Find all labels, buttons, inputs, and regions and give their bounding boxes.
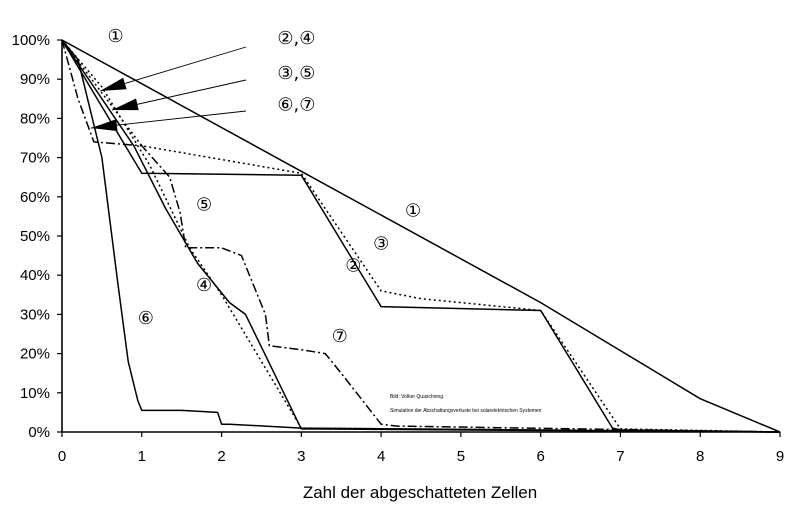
arrow-head-icon [112, 98, 139, 111]
x-tick-label: 9 [776, 448, 784, 465]
curve-label: ⑥,⑦ [277, 95, 315, 116]
credit-line-1: Bild: Volker Quaschning. [390, 394, 444, 400]
x-tick-label: 0 [58, 448, 66, 465]
x-tick-label: 6 [536, 448, 544, 465]
arrow-head-icon [100, 77, 127, 91]
y-tick-label: 90% [20, 71, 50, 88]
label-arrows [90, 46, 247, 132]
curve-label: ⑤ [196, 195, 212, 216]
series-line-4 [61, 39, 781, 433]
y-tick-label: 30% [20, 306, 50, 323]
series-lines [61, 39, 781, 433]
curve-label: ③,⑤ [277, 63, 315, 84]
curve-label: ① [405, 200, 421, 221]
x-tick-label: 2 [217, 448, 225, 465]
x-tick-label: 3 [297, 448, 305, 465]
y-tick-label: 70% [20, 150, 50, 167]
curve-label: ④ [196, 275, 212, 296]
x-axis-label: Zahl der abgeschatteten Zellen [303, 483, 537, 502]
y-tick-label: 10% [20, 385, 50, 402]
series-line-1 [61, 39, 781, 433]
credit-line-2: Simulation der Abschattungsverluste bei … [390, 408, 542, 414]
x-tick-label: 4 [377, 448, 385, 465]
x-tick-label: 8 [696, 448, 704, 465]
y-tick-label: 80% [20, 110, 50, 127]
tick-labels: 0% 10% 20% 30% 40% 50% 60% 70% 80% 90% 100% 0 1 2 3 4 5 6… [12, 32, 785, 465]
series-line-7 [61, 39, 781, 433]
curve-label: ① [107, 26, 123, 47]
curve-label: ⑥ [138, 308, 154, 329]
series-line-6 [61, 39, 781, 433]
x-tick-label: 7 [616, 448, 624, 465]
y-tick-label: 60% [20, 189, 50, 206]
y-tick-label: 100% [12, 32, 50, 49]
curve-label: ③ [373, 234, 389, 255]
y-tick-label: 0% [28, 424, 50, 441]
curve-labels: ① ②③ ④ ⑤ ⑥ ⑦ ① ②,④ ③,⑤ ⑥,⑦ [107, 26, 421, 347]
x-tick-label: 5 [457, 448, 465, 465]
arrow-head-icon [91, 119, 118, 132]
curve-label: ⑦ [332, 326, 348, 347]
curve-label: ②,④ [277, 28, 315, 49]
y-tick-label: 20% [20, 346, 50, 363]
x-tick-label: 1 [138, 448, 146, 465]
curve-label: ② [345, 255, 361, 276]
series-line-3 [61, 39, 781, 433]
y-tick-label: 40% [20, 267, 50, 284]
y-tick-label: 50% [20, 228, 50, 245]
